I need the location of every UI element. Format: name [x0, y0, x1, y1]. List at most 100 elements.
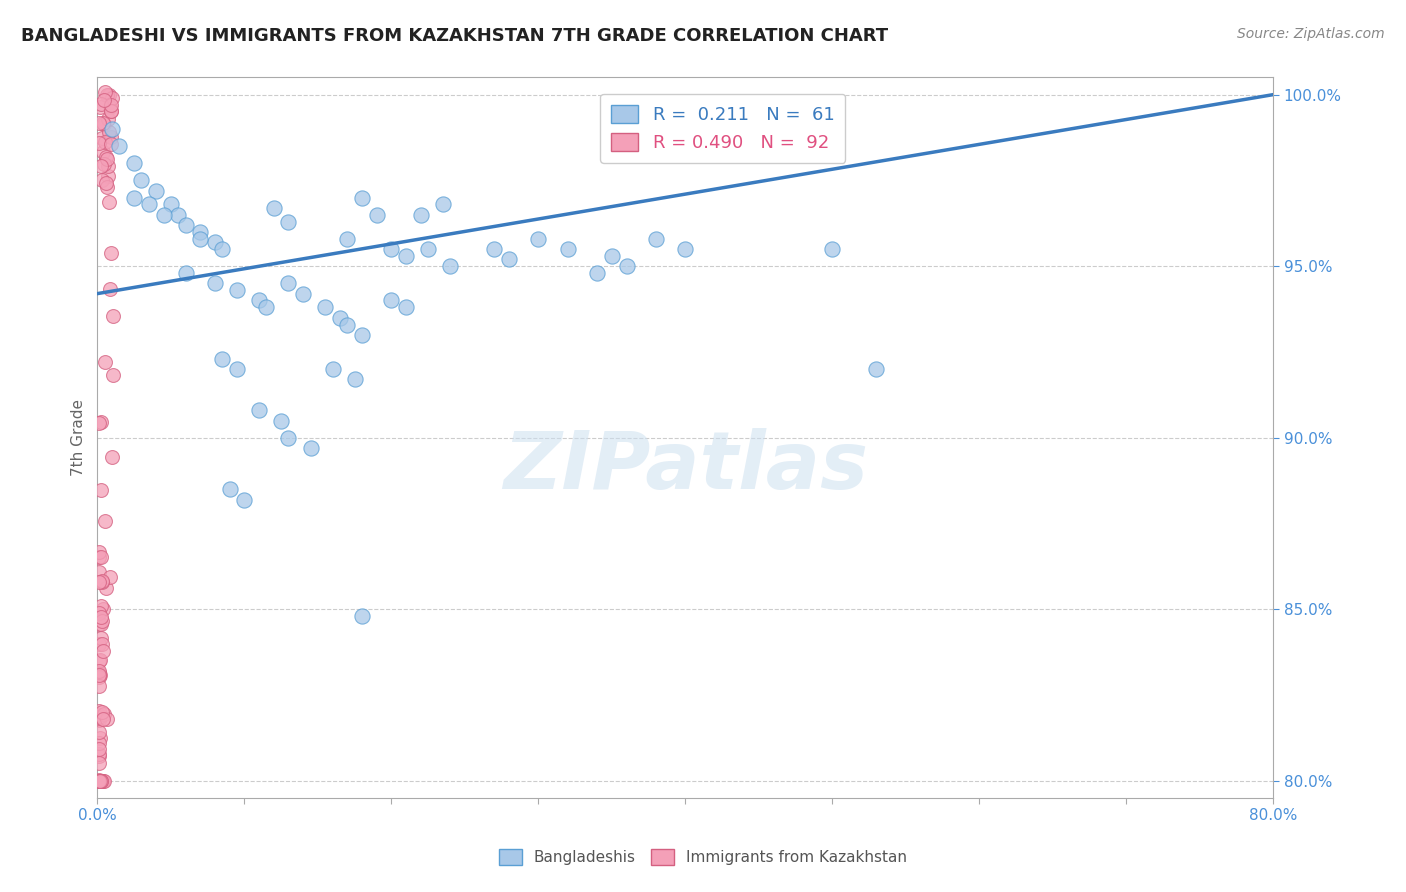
Point	[97, 194, 120, 209]
Point	[314, 301, 336, 315]
Point	[89, 100, 111, 114]
Point	[93, 773, 115, 788]
Point	[645, 232, 668, 246]
Point	[380, 293, 402, 308]
Point	[673, 242, 696, 256]
Point	[90, 159, 112, 173]
Point	[498, 252, 520, 267]
Y-axis label: 7th Grade: 7th Grade	[72, 400, 86, 476]
Point	[350, 327, 373, 342]
Point	[204, 277, 226, 291]
Point	[174, 266, 197, 280]
Legend: R =  0.211   N =  61, R = 0.490   N =  92: R = 0.211 N = 61, R = 0.490 N = 92	[600, 94, 845, 163]
Point	[174, 218, 197, 232]
Point	[616, 259, 638, 273]
Point	[409, 208, 432, 222]
Point	[188, 232, 211, 246]
Point	[87, 735, 110, 749]
Point	[247, 403, 270, 417]
Point	[90, 97, 112, 112]
Point	[87, 704, 110, 718]
Point	[98, 282, 121, 296]
Point	[89, 773, 111, 788]
Point	[91, 574, 114, 589]
Point	[96, 153, 118, 167]
Legend: Bangladeshis, Immigrants from Kazakhstan: Bangladeshis, Immigrants from Kazakhstan	[492, 843, 914, 871]
Point	[93, 514, 115, 528]
Point	[90, 773, 112, 788]
Point	[101, 309, 124, 323]
Point	[94, 136, 117, 150]
Point	[101, 368, 124, 382]
Point	[96, 159, 118, 173]
Point	[91, 601, 114, 615]
Point	[395, 249, 418, 263]
Point	[108, 139, 131, 153]
Point	[226, 283, 249, 297]
Point	[90, 637, 112, 651]
Point	[247, 293, 270, 308]
Text: BANGLADESHI VS IMMIGRANTS FROM KAZAKHSTAN 7TH GRADE CORRELATION CHART: BANGLADESHI VS IMMIGRANTS FROM KAZAKHSTA…	[21, 27, 889, 45]
Point	[87, 565, 110, 579]
Point	[90, 773, 112, 788]
Point	[87, 773, 110, 788]
Point	[93, 116, 115, 130]
Point	[90, 599, 112, 613]
Point	[233, 492, 256, 507]
Point	[89, 713, 111, 727]
Text: Source: ZipAtlas.com: Source: ZipAtlas.com	[1237, 27, 1385, 41]
Point	[395, 301, 418, 315]
Point	[90, 614, 112, 628]
Point	[254, 301, 277, 315]
Point	[277, 431, 299, 445]
Point	[131, 173, 153, 187]
Point	[100, 129, 122, 144]
Point	[87, 748, 110, 763]
Point	[122, 190, 145, 204]
Point	[98, 125, 121, 139]
Point	[91, 131, 114, 145]
Point	[87, 549, 110, 564]
Point	[821, 242, 844, 256]
Point	[90, 415, 112, 429]
Point	[299, 441, 322, 455]
Point	[270, 414, 292, 428]
Point	[277, 214, 299, 228]
Point	[87, 668, 110, 682]
Point	[87, 773, 110, 788]
Point	[292, 286, 315, 301]
Point	[145, 184, 167, 198]
Point	[527, 232, 550, 246]
Point	[87, 136, 110, 150]
Point	[350, 190, 373, 204]
Point	[226, 362, 249, 376]
Point	[93, 707, 115, 722]
Point	[87, 742, 110, 756]
Point	[100, 137, 122, 152]
Point	[100, 104, 122, 119]
Point	[87, 724, 110, 739]
Point	[87, 710, 110, 724]
Point	[94, 85, 117, 99]
Point	[91, 116, 114, 130]
Point	[94, 355, 117, 369]
Point	[93, 157, 115, 171]
Point	[152, 208, 174, 222]
Point	[89, 731, 111, 746]
Point	[343, 372, 366, 386]
Point	[91, 643, 114, 657]
Point	[100, 104, 122, 119]
Point	[89, 667, 111, 681]
Point	[87, 607, 110, 621]
Point	[380, 242, 402, 256]
Point	[416, 242, 439, 256]
Point	[87, 417, 110, 431]
Point	[89, 617, 111, 632]
Point	[87, 679, 110, 693]
Point	[204, 235, 226, 249]
Point	[87, 664, 110, 678]
Point	[96, 712, 118, 726]
Point	[865, 362, 887, 376]
Point	[87, 574, 110, 589]
Point	[90, 631, 112, 645]
